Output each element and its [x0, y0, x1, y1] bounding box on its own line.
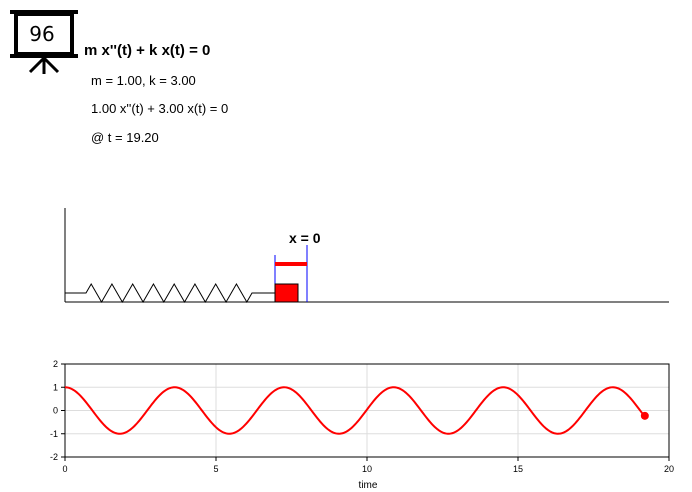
- x-tick-label: 10: [362, 464, 372, 474]
- x-tick-label: 5: [213, 464, 218, 474]
- equilibrium-label: x = 0: [289, 230, 321, 246]
- params-text: m = 1.00, k = 3.00: [91, 73, 196, 88]
- equation-title: m x''(t) + k x(t) = 0: [84, 42, 211, 59]
- mass-block: [274, 283, 299, 303]
- chart-ticks: 0 5 10 15 20 -2 -1 0 1 2: [50, 359, 674, 474]
- y-tick-label: -2: [50, 452, 58, 462]
- presentation-board-icon: [10, 10, 78, 74]
- badge-number: 96: [29, 22, 55, 46]
- x-tick-label: 0: [62, 464, 67, 474]
- x-tick-label: 20: [664, 464, 674, 474]
- y-tick-label: 2: [53, 359, 58, 369]
- series-line: [64, 386, 646, 435]
- y-tick-label: 0: [53, 406, 58, 416]
- spring-mass-scene: x = 0: [64, 208, 669, 304]
- current-point: [640, 411, 649, 420]
- x-axis-label: time: [359, 480, 378, 491]
- equation-numeric: 1.00 x''(t) + 3.00 x(t) = 0: [91, 101, 229, 116]
- spring: [65, 282, 275, 304]
- y-tick-label: 1: [53, 382, 58, 392]
- time-readout: @ t = 19.20: [91, 130, 159, 145]
- y-tick-label: -1: [50, 429, 58, 439]
- x-tick-label: 15: [513, 464, 523, 474]
